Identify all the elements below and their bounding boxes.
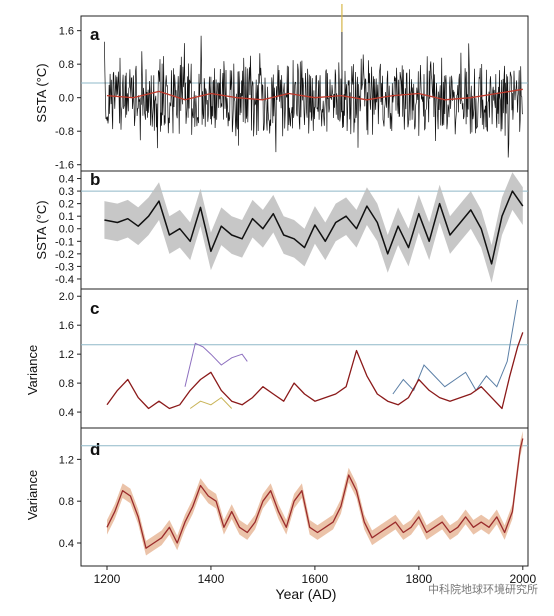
panel-c-ytick-label: 0.8 [59, 378, 74, 390]
x-tick-label: 1400 [198, 572, 225, 586]
panel-b-ytick-label: 0.2 [59, 199, 74, 211]
panel-c-composite-line [106, 332, 524, 410]
panel-a-ytick-label: -1.6 [55, 160, 74, 172]
panel-d-ytick-label: 0.8 [59, 496, 74, 508]
panel-a-ytick-label: 0.8 [59, 59, 74, 71]
panel-b-mean-line [104, 190, 524, 265]
panel-b-ytick-label: -0.3 [55, 261, 74, 273]
panel-d-mean-line [106, 438, 524, 549]
panel-c-ytick-label: 1.6 [59, 320, 74, 332]
panel-b-ytick-label: -0.2 [55, 249, 74, 261]
panel-a-ytick-label: 0.0 [59, 93, 74, 105]
x-tick-label: 1800 [405, 572, 432, 586]
panel-d-ylabel: Variance [25, 470, 40, 520]
x-axis: 1200 1400 1600 1800 2000 [94, 566, 536, 586]
panel-b-ytick-label: 0.0 [59, 224, 74, 236]
panel-c-label: c [90, 299, 99, 318]
x-tick-label: 1600 [302, 572, 329, 586]
panel-d-label: d [90, 440, 100, 459]
panel-b-ytick-label: 0.1 [59, 211, 74, 223]
panel-b-ylabel: SSTA (°C) [34, 200, 49, 259]
panel-c-member-series-2 [392, 299, 519, 395]
panel-b-ytick-label: 0.4 [59, 174, 74, 186]
panel-a-annual-series [104, 35, 524, 158]
panel-c-ytick-label: 2.0 [59, 291, 74, 303]
panel-b-label: b [90, 170, 100, 189]
panel-c-member-series-3 [189, 396, 233, 409]
panel-a-smoothed-line [106, 88, 523, 101]
panel-a-ytick-label: 1.6 [59, 26, 74, 38]
panel-b-ytick-label: 0.3 [59, 186, 74, 198]
x-tick-label: 2000 [509, 572, 536, 586]
panel-c: c Variance 2.0 1.6 1.2 0.8 0.4 [25, 288, 529, 429]
panel-b-ytick-label: -0.4 [55, 274, 74, 286]
panel-c-ytick-label: 0.4 [59, 407, 74, 419]
panel-c-ylabel: Variance [25, 345, 40, 395]
panel-a-ylabel: SSTA (°C) [34, 63, 49, 122]
panel-d-ytick-label: 0.4 [59, 538, 74, 550]
panel-b-ytick-label: -0.1 [55, 236, 74, 248]
panel-d: d Variance 1.2 0.8 0.4 [25, 427, 529, 567]
panel-d-ytick-label: 1.2 [59, 454, 74, 466]
watermark: 中科院地球环境研究所 [428, 582, 538, 596]
panel-d-uncertainty-band [107, 431, 523, 556]
panel-a-label: a [90, 25, 100, 44]
panel-b: b SSTA (°C) 0.40.30.20.10.0-0.1-0.2-0.3-… [34, 170, 529, 290]
panel-a: a SSTA (°C) 1.6 0.8 0.0 -0.8 -1.6 [34, 4, 529, 172]
panel-d-frame [80, 427, 529, 567]
panel-c-member-series-1 [184, 342, 248, 387]
panel-c-ytick-label: 1.2 [59, 349, 74, 361]
x-axis-label: Year (AD) [276, 586, 337, 602]
x-tick-label: 1200 [94, 572, 121, 586]
panel-a-ytick-label: -0.8 [55, 126, 74, 138]
